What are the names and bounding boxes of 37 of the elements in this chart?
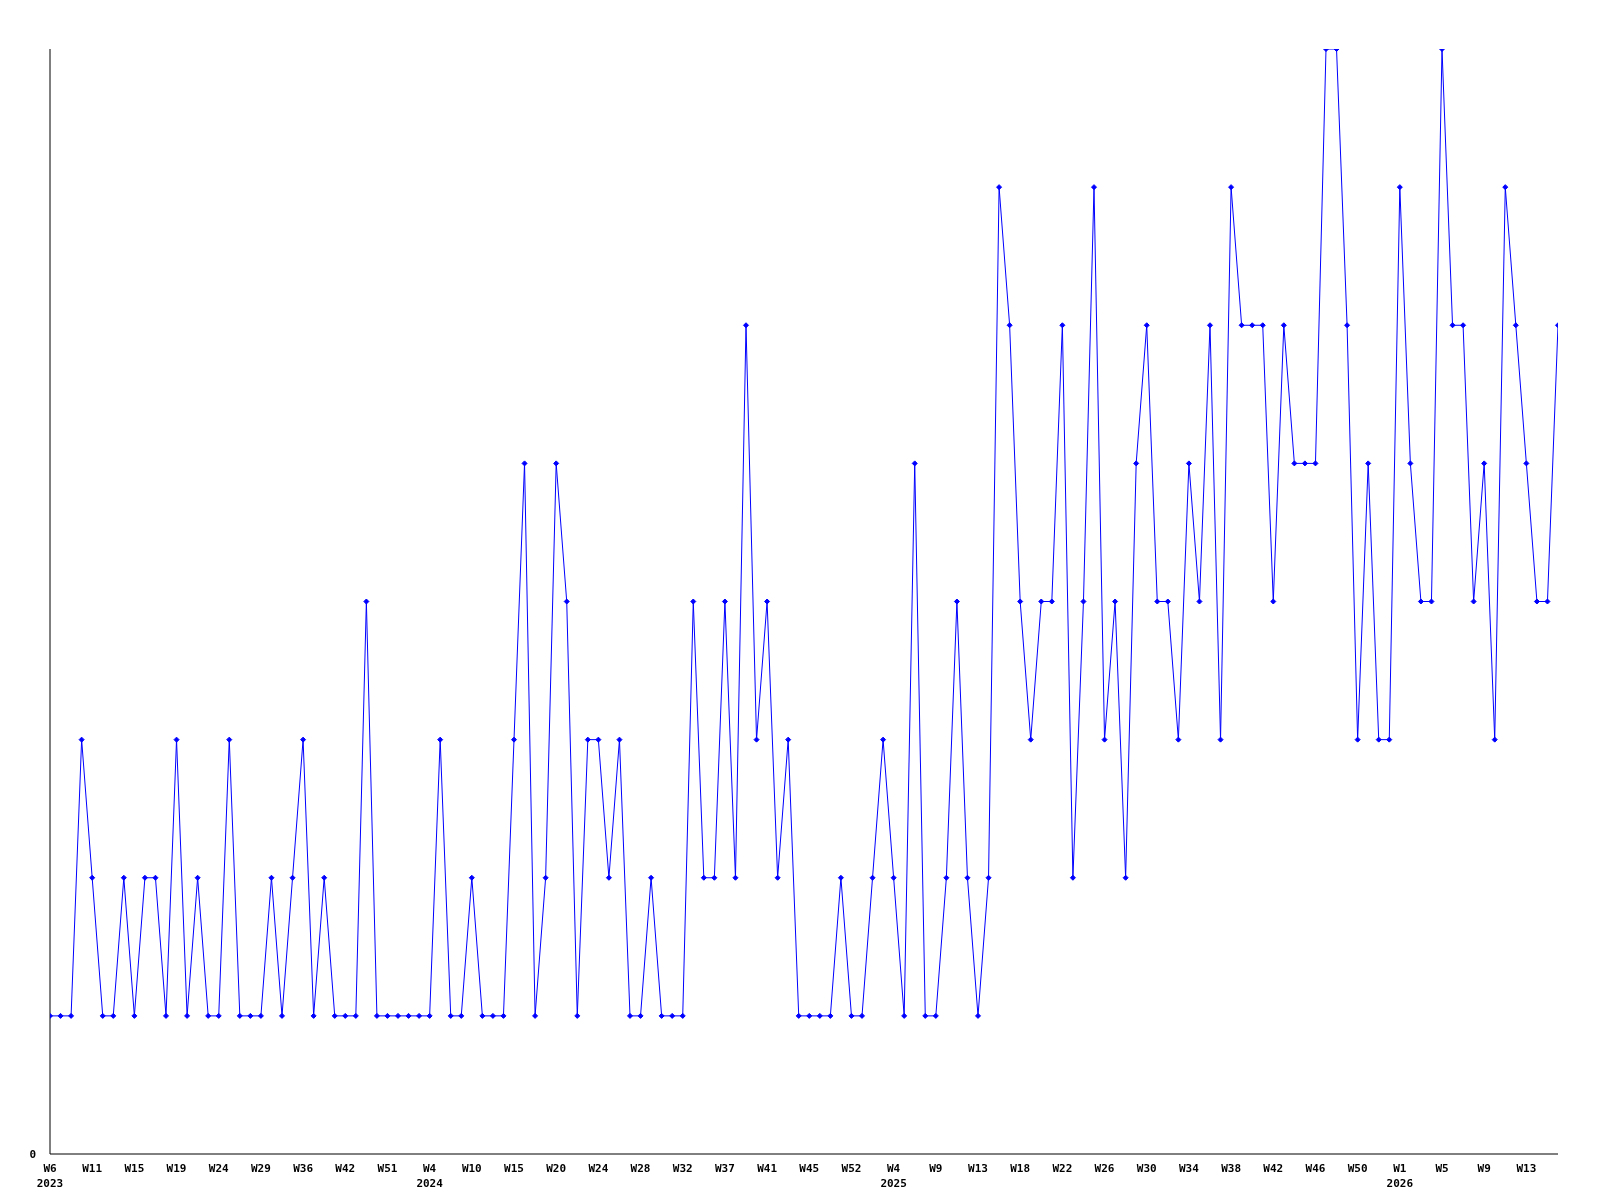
x-tick-label: W38	[1221, 1162, 1242, 1175]
x-tick-label: W34	[1178, 1162, 1200, 1175]
x-tick-label: W50	[1347, 1162, 1368, 1175]
x-tick-label: W20	[546, 1162, 567, 1175]
x-tick-label: W45	[799, 1162, 820, 1175]
x-tick-label: W1 2026	[1386, 1162, 1414, 1190]
x-tick-label: W30	[1136, 1162, 1157, 1175]
x-tick-label: W42	[1263, 1162, 1284, 1175]
x-tick-label: W51	[377, 1162, 398, 1175]
x-tick-label: W9	[1477, 1162, 1491, 1175]
x-tick-label: W37	[714, 1162, 735, 1175]
x-tick-label: W41	[757, 1162, 778, 1175]
x-tick-label: W32	[672, 1162, 693, 1175]
x-tick-label: W29	[250, 1162, 271, 1175]
x-tick-label: W24	[208, 1162, 230, 1175]
x-tick-label: W15	[504, 1162, 524, 1175]
x-tick-label: W15	[124, 1162, 145, 1175]
x-tick-label: W52	[841, 1162, 862, 1175]
x-tick-label: W26	[1094, 1162, 1115, 1175]
x-tick-label: W28	[630, 1162, 651, 1175]
x-tick-label: W36	[293, 1162, 314, 1175]
x-tick-label: W6 2023	[36, 1162, 64, 1190]
x-tick-label: W46	[1305, 1162, 1326, 1175]
x-tick-label: W13	[968, 1162, 988, 1175]
x-tick-label: W11	[82, 1162, 103, 1175]
x-tick-label: W18	[1010, 1162, 1031, 1175]
x-tick-label: W5	[1435, 1162, 1449, 1175]
text: 0	[29, 1147, 36, 1161]
x-tick-label: W13	[1516, 1162, 1537, 1175]
x-tick-label: W9	[929, 1162, 943, 1175]
x-tick-label: W19	[166, 1162, 187, 1175]
x-tick-label: W42	[335, 1162, 356, 1175]
x-tick-label: W24	[588, 1162, 609, 1175]
x-tick-label: W4 2024	[416, 1162, 444, 1190]
x-tick-label: W10	[461, 1162, 482, 1175]
x-tick-label: W22	[1052, 1162, 1073, 1175]
x-tick-label: W4 2025	[880, 1162, 907, 1190]
